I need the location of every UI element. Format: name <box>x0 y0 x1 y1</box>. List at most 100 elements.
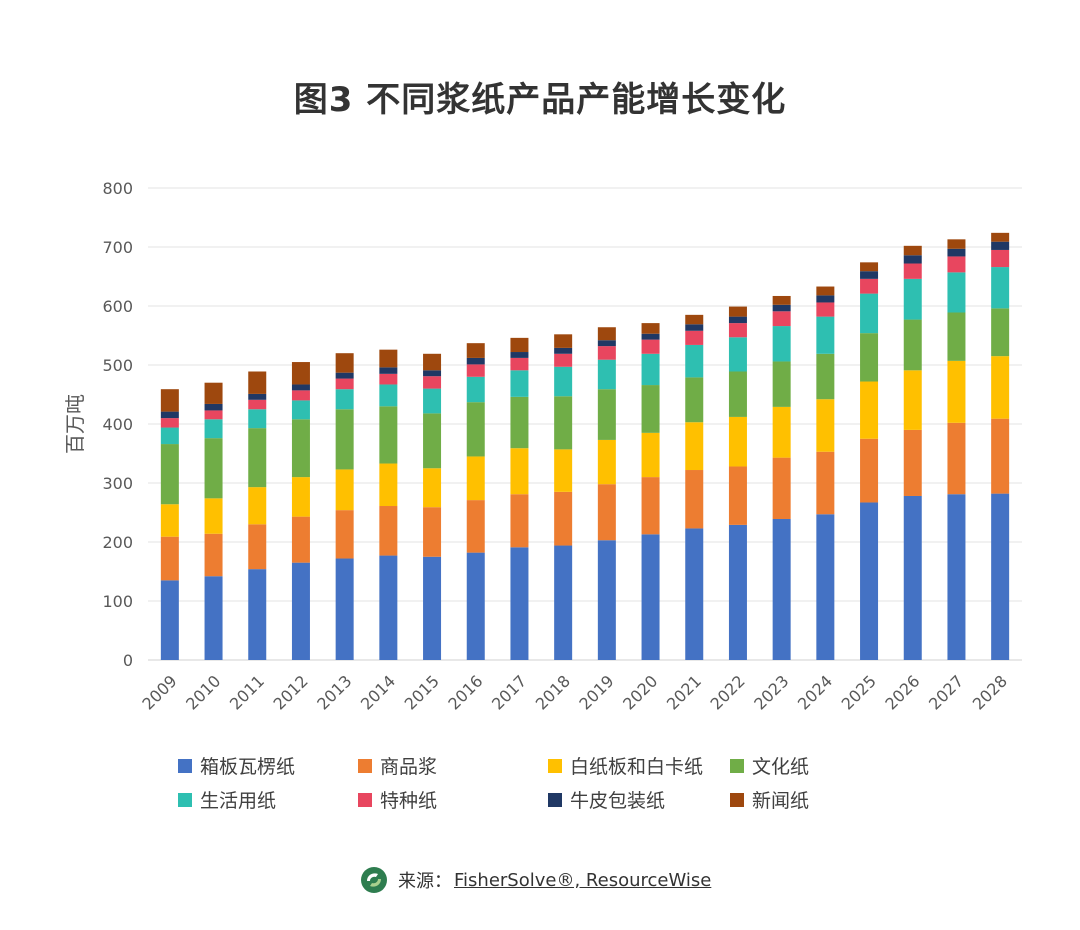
bar-segment <box>728 316 747 324</box>
y-tick-label: 700 <box>102 238 133 257</box>
bar-segment <box>597 340 616 347</box>
bar-segment <box>947 422 966 495</box>
bar-segment <box>379 367 398 374</box>
x-tick-label: 2023 <box>750 671 792 713</box>
bar-segment <box>423 507 442 557</box>
bar-segment <box>728 524 747 660</box>
bar-segment <box>204 382 223 404</box>
bar-segment <box>860 381 879 439</box>
bar-segment <box>160 444 179 505</box>
bar-segment <box>466 402 485 457</box>
bar-segment <box>291 362 310 385</box>
bar-segment <box>947 248 966 257</box>
bar-segment <box>466 376 485 403</box>
bar-segment <box>204 410 223 420</box>
bar-segment <box>685 377 704 423</box>
bar-segment <box>423 370 442 377</box>
bar-segment <box>510 337 529 353</box>
legend-item: 商品浆 <box>358 752 437 779</box>
bar-segment <box>204 403 223 411</box>
bar-segment <box>728 466 747 525</box>
y-axis-label: 百万吨 <box>63 394 87 454</box>
x-tick-label: 2020 <box>619 671 661 713</box>
y-tick-label: 500 <box>102 356 133 375</box>
y-tick-label: 100 <box>102 592 133 611</box>
bar-segment <box>379 406 398 464</box>
bar-segment <box>379 384 398 407</box>
bar-segment <box>160 389 179 412</box>
bar-segment <box>204 576 223 660</box>
legend-item: 文化纸 <box>730 752 809 779</box>
x-tick-label: 2021 <box>663 671 705 713</box>
x-tick-label: 2028 <box>969 671 1011 713</box>
bar-segment <box>860 271 879 279</box>
bar-segment <box>860 262 879 272</box>
legend-item: 生活用纸 <box>178 786 276 813</box>
bar-segment <box>248 399 267 410</box>
bar-segment <box>991 249 1010 268</box>
legend-label: 新闻纸 <box>752 790 810 812</box>
legend-item: 新闻纸 <box>730 786 809 813</box>
bar-segment <box>466 343 485 358</box>
bar-segment <box>291 477 310 517</box>
y-tick-label: 400 <box>102 415 133 434</box>
bar-segment <box>728 323 747 338</box>
bar-segment <box>466 364 485 377</box>
bar-segment <box>335 372 354 379</box>
bar-segment <box>597 359 616 390</box>
bar-segment <box>379 555 398 660</box>
bar-segment <box>160 427 179 445</box>
bar-segment <box>291 516 310 563</box>
bar-segment <box>597 346 616 360</box>
source-link[interactable]: FisherSolve®, ResourceWise <box>454 869 712 891</box>
y-tick-label: 0 <box>123 651 133 670</box>
bar-segment <box>728 416 747 467</box>
bar-segment <box>248 393 267 400</box>
bar-segment <box>160 418 179 428</box>
bar-segment <box>379 506 398 556</box>
legend-label: 白纸板和白卡纸 <box>570 756 704 778</box>
bar-segment <box>991 356 1010 419</box>
x-tick-label: 2016 <box>444 671 486 713</box>
x-tick-label: 2022 <box>707 671 749 713</box>
bar-segment <box>816 514 835 660</box>
bar-segment <box>291 390 310 401</box>
bar-segment <box>903 278 922 320</box>
bar-segment <box>335 378 354 390</box>
bar-segment <box>510 547 529 660</box>
bar-segment <box>204 419 223 439</box>
bar-segment <box>947 360 966 423</box>
x-tick-label: 2011 <box>226 671 268 713</box>
bar-segment <box>816 286 835 296</box>
bar-segment <box>641 323 660 334</box>
bar-segment <box>772 406 791 458</box>
bar-segment <box>466 500 485 553</box>
x-axis-ticks: 2009 2010 2011 2012 2013 2014 2015 2016 2017 2018… <box>138 671 1011 713</box>
bar-segment <box>554 545 573 660</box>
x-tick-label: 2009 <box>138 671 180 713</box>
bar-segment <box>204 498 223 534</box>
bar-segment <box>554 334 573 348</box>
bar-segment <box>248 569 267 660</box>
bar-segment <box>947 312 966 361</box>
legend-label: 箱板瓦楞纸 <box>200 756 296 778</box>
bar-segment <box>772 295 791 305</box>
bar-segment <box>641 432 660 478</box>
bar-segment <box>641 385 660 433</box>
bar-segment <box>991 267 1010 309</box>
x-tick-label: 2019 <box>575 671 617 713</box>
bar-segment <box>204 438 223 499</box>
legend-item: 箱板瓦楞纸 <box>178 752 295 779</box>
bar-segment <box>160 580 179 660</box>
bar-segment <box>903 255 922 264</box>
bar-segment <box>554 449 573 492</box>
bar-segment <box>160 411 179 419</box>
bar-segment <box>554 491 573 546</box>
legend-label: 文化纸 <box>752 756 810 778</box>
gridlines <box>148 187 1022 661</box>
bar-segment <box>597 327 616 341</box>
bar-segment <box>554 353 573 367</box>
bar-segment <box>510 448 529 495</box>
legend-label: 商品浆 <box>380 756 438 778</box>
